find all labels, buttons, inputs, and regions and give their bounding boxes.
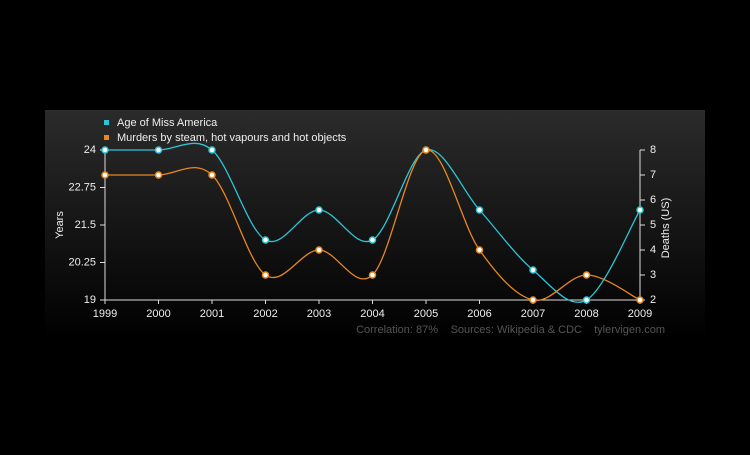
data-point [475, 246, 484, 254]
y2-tick-label: 3 [650, 269, 656, 281]
x-tick-label: 2000 [146, 308, 170, 320]
y-tick-label: 20.25 [68, 256, 96, 268]
x-tick-label: 2003 [307, 308, 331, 320]
legend-label: Murders by steam, hot vapours and hot ob… [117, 132, 347, 144]
legend-swatch [104, 120, 109, 125]
data-point [154, 146, 163, 154]
data-point [582, 271, 591, 279]
x-tick-label: 2007 [521, 308, 545, 320]
data-point [101, 146, 109, 154]
x-tick-label: 2002 [253, 308, 277, 320]
data-point [636, 296, 644, 304]
data-point [315, 246, 323, 254]
x-tick-label: 2005 [414, 308, 438, 320]
data-point [208, 171, 216, 179]
y2-tick-label: 2 [650, 294, 656, 306]
data-point [582, 296, 591, 304]
x-tick-label: 2006 [467, 308, 491, 320]
annotation: Correlation: 87% [356, 324, 438, 336]
legend-swatch [104, 135, 109, 140]
y2-tick-label: 4 [650, 244, 656, 256]
y-tick-label: 22.75 [68, 181, 96, 193]
y2-tick-label: 8 [650, 144, 656, 156]
data-point [261, 236, 270, 244]
data-point [101, 171, 109, 179]
y2-axis-title: Deaths (US) [660, 198, 672, 259]
data-point [529, 296, 537, 304]
y2-tick-label: 5 [650, 219, 656, 231]
chart-panel [45, 110, 705, 340]
data-point [368, 271, 377, 279]
data-point [315, 206, 323, 214]
annotation: Sources: Wikipedia & CDC [451, 324, 582, 336]
data-point [261, 271, 270, 279]
x-tick-label: 2001 [200, 308, 224, 320]
data-point [368, 236, 377, 244]
x-tick-label: 1999 [93, 308, 117, 320]
x-tick-label: 2008 [574, 308, 598, 320]
data-point [475, 206, 484, 214]
x-tick-label: 2004 [360, 308, 384, 320]
annotation: tylervigen.com [594, 324, 665, 336]
y-tick-label: 24 [84, 144, 96, 156]
data-point [636, 206, 644, 214]
y2-tick-label: 7 [650, 169, 656, 181]
data-point [529, 266, 537, 274]
x-tick-label: 2009 [628, 308, 652, 320]
legend-label: Age of Miss America [117, 117, 218, 129]
data-point [208, 146, 216, 154]
y-tick-label: 21.5 [75, 219, 96, 231]
data-point [422, 146, 430, 154]
y-axis-title: Years [54, 211, 66, 239]
y2-tick-label: 6 [650, 194, 656, 206]
y-tick-label: 19 [84, 294, 96, 306]
data-point [154, 171, 163, 179]
